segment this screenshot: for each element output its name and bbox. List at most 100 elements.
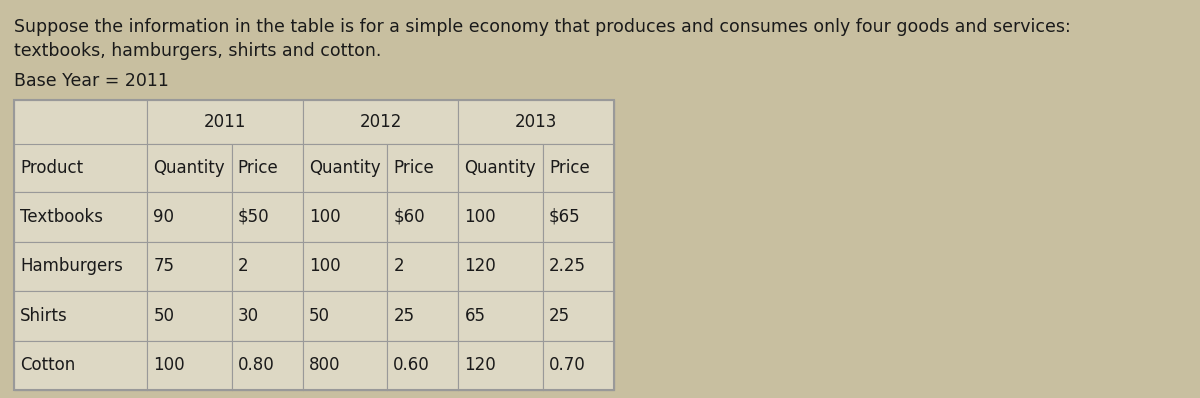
Text: 2013: 2013 bbox=[515, 113, 558, 131]
Bar bbox=[302, 341, 388, 390]
Bar bbox=[14, 144, 148, 192]
Bar bbox=[302, 100, 388, 144]
Text: Product: Product bbox=[20, 159, 83, 177]
Bar bbox=[458, 341, 542, 390]
Bar bbox=[388, 291, 458, 341]
Text: 100: 100 bbox=[464, 208, 496, 226]
Text: Cotton: Cotton bbox=[20, 356, 76, 374]
Bar bbox=[148, 291, 232, 341]
Bar bbox=[458, 192, 542, 242]
Bar bbox=[232, 144, 302, 192]
Bar bbox=[458, 341, 542, 390]
Bar bbox=[388, 192, 458, 242]
Bar bbox=[302, 242, 388, 291]
Bar bbox=[302, 144, 388, 192]
Bar bbox=[458, 144, 542, 192]
Bar bbox=[14, 192, 148, 242]
Bar bbox=[388, 242, 458, 291]
Bar bbox=[148, 341, 232, 390]
Text: 100: 100 bbox=[154, 356, 185, 374]
Bar bbox=[542, 192, 614, 242]
Text: Suppose the information in the table is for a simple economy that produces and c: Suppose the information in the table is … bbox=[14, 18, 1070, 36]
Text: 0.70: 0.70 bbox=[548, 356, 586, 374]
Bar bbox=[232, 291, 302, 341]
Bar bbox=[302, 291, 388, 341]
Bar bbox=[14, 341, 148, 390]
Text: 65: 65 bbox=[464, 307, 486, 325]
Bar bbox=[458, 192, 542, 242]
Text: 25: 25 bbox=[394, 307, 414, 325]
Bar bbox=[14, 144, 148, 192]
Bar bbox=[148, 144, 232, 192]
Bar bbox=[14, 100, 614, 390]
Bar bbox=[542, 291, 614, 341]
Bar bbox=[388, 144, 458, 192]
Text: 100: 100 bbox=[308, 257, 341, 275]
Text: 100: 100 bbox=[308, 208, 341, 226]
Text: 0.60: 0.60 bbox=[394, 356, 430, 374]
Bar bbox=[302, 192, 388, 242]
Bar bbox=[232, 242, 302, 291]
Text: 120: 120 bbox=[464, 356, 496, 374]
Bar bbox=[542, 341, 614, 390]
Bar bbox=[14, 100, 148, 192]
Text: 25: 25 bbox=[548, 307, 570, 325]
Text: textbooks, hamburgers, shirts and cotton.: textbooks, hamburgers, shirts and cotton… bbox=[14, 42, 382, 60]
Bar bbox=[14, 242, 148, 291]
Text: Quantity: Quantity bbox=[464, 159, 536, 177]
Bar bbox=[388, 242, 458, 291]
Bar bbox=[232, 341, 302, 390]
Bar bbox=[232, 100, 302, 144]
Bar bbox=[458, 291, 542, 341]
Bar bbox=[388, 291, 458, 341]
Bar bbox=[458, 144, 542, 192]
Text: 50: 50 bbox=[154, 307, 174, 325]
Bar bbox=[302, 100, 458, 144]
Bar bbox=[542, 291, 614, 341]
Bar bbox=[458, 100, 542, 144]
Bar bbox=[148, 291, 232, 341]
Bar bbox=[458, 100, 614, 144]
Bar bbox=[388, 341, 458, 390]
Text: 2011: 2011 bbox=[204, 113, 246, 131]
Bar bbox=[388, 100, 458, 144]
Bar bbox=[232, 291, 302, 341]
Bar bbox=[148, 144, 232, 192]
Bar bbox=[148, 341, 232, 390]
Bar bbox=[148, 100, 302, 144]
Text: 2: 2 bbox=[394, 257, 404, 275]
Text: 0.80: 0.80 bbox=[238, 356, 275, 374]
Text: Quantity: Quantity bbox=[308, 159, 380, 177]
Bar bbox=[458, 242, 542, 291]
Bar bbox=[388, 341, 458, 390]
Bar bbox=[542, 144, 614, 192]
Text: Quantity: Quantity bbox=[154, 159, 224, 177]
Bar bbox=[302, 192, 388, 242]
Text: $65: $65 bbox=[548, 208, 581, 226]
Bar bbox=[232, 192, 302, 242]
Bar bbox=[542, 144, 614, 192]
Bar bbox=[14, 242, 148, 291]
Bar bbox=[542, 192, 614, 242]
Text: $60: $60 bbox=[394, 208, 425, 226]
Bar bbox=[458, 291, 542, 341]
Bar bbox=[14, 291, 148, 341]
Bar bbox=[232, 192, 302, 242]
Text: Price: Price bbox=[238, 159, 278, 177]
Bar bbox=[148, 192, 232, 242]
Bar bbox=[542, 242, 614, 291]
Bar bbox=[302, 291, 388, 341]
Bar bbox=[14, 291, 148, 341]
Text: Hamburgers: Hamburgers bbox=[20, 257, 122, 275]
Bar bbox=[14, 192, 148, 242]
Text: Price: Price bbox=[394, 159, 434, 177]
Text: 50: 50 bbox=[308, 307, 330, 325]
Bar bbox=[232, 242, 302, 291]
Text: 120: 120 bbox=[464, 257, 496, 275]
Bar bbox=[302, 341, 388, 390]
Bar bbox=[542, 100, 614, 144]
Text: 800: 800 bbox=[308, 356, 341, 374]
Bar bbox=[14, 341, 148, 390]
Bar bbox=[148, 100, 232, 144]
Text: 90: 90 bbox=[154, 208, 174, 226]
